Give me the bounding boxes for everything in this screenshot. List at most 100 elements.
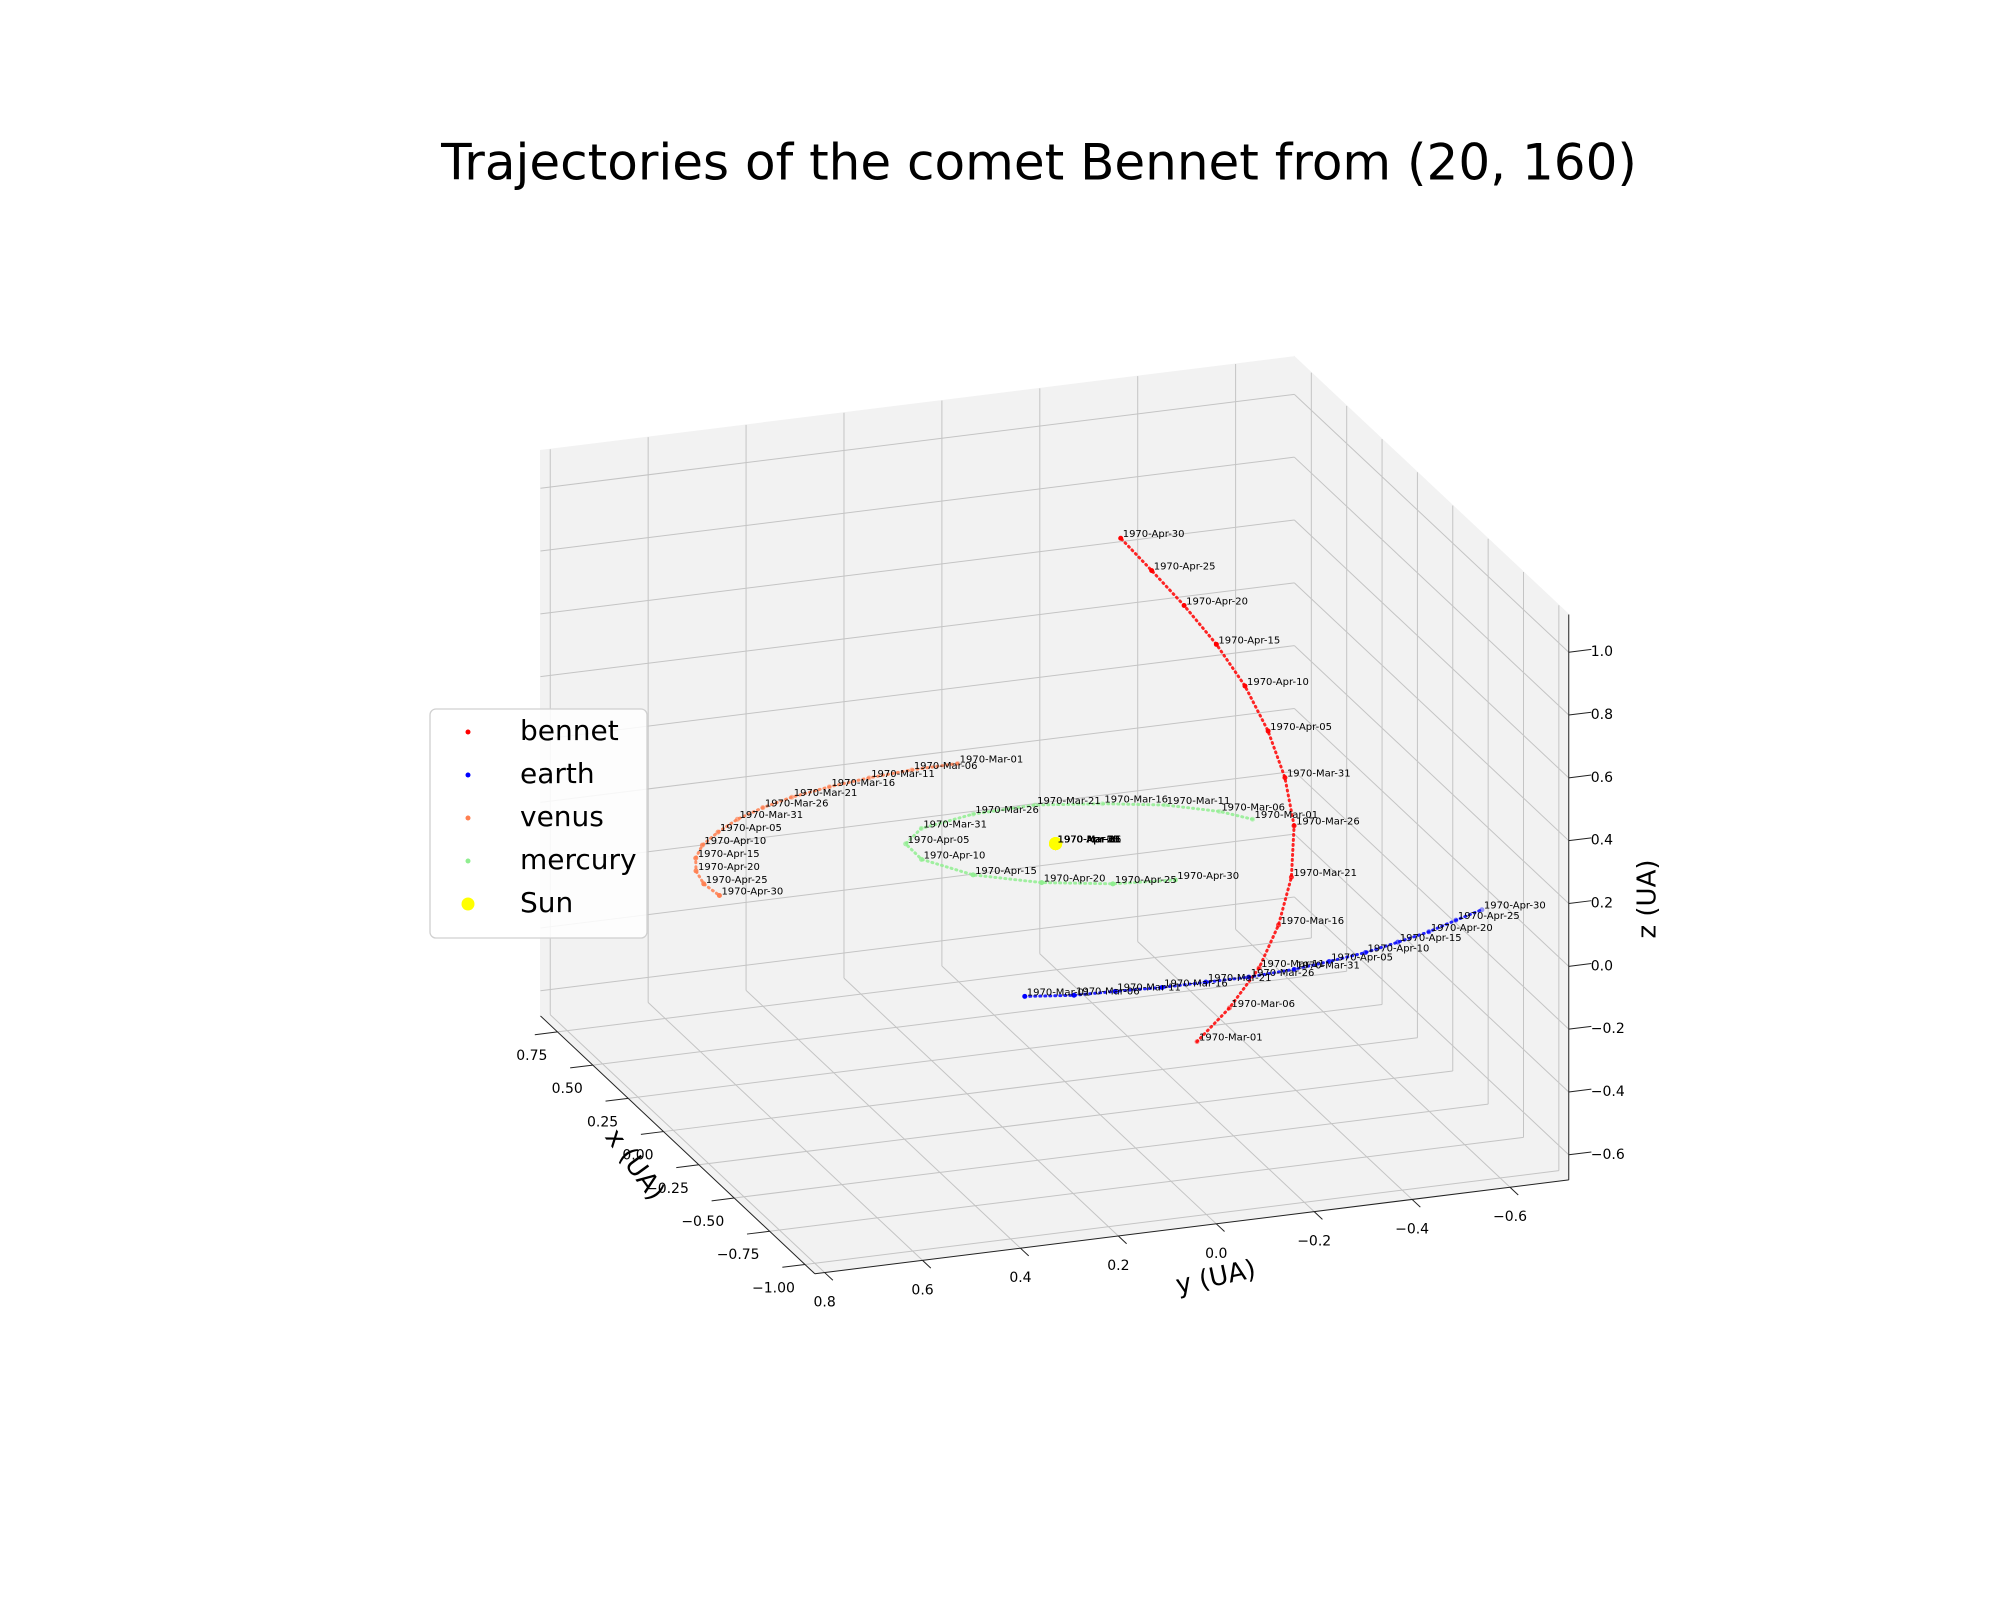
date-label: 1970-Mar-06 [1231,999,1295,1010]
date-label: 1970-Mar-16 [831,778,895,789]
date-label: 1970-Mar-26 [1296,817,1360,828]
date-label: 1970-Apr-05 [720,823,782,834]
date-label: 1970-Mar-06 [914,761,978,772]
z-tick-mark [1568,1151,1592,1156]
y-tick-label: −0.2 [1297,1234,1331,1250]
grid-line [540,770,1295,866]
point [1099,801,1105,807]
point [826,784,832,790]
point [701,881,707,887]
legend-marker [465,858,471,864]
point [955,760,961,766]
point [1032,802,1038,808]
panes [539,355,1570,1275]
point [1479,907,1485,913]
date-label: 1970-Mar-31 [1287,769,1351,780]
date-label: 1970-Mar-16 [1058,835,1122,846]
y-tick-label: 0.4 [1009,1270,1031,1286]
date-label: 1970-Mar-01 [1058,835,1122,846]
point [699,842,705,848]
date-label: 1970-Mar-21 [1037,796,1101,807]
y-axis-label: y (UA) [1173,1254,1258,1300]
date-label: 1970-Apr-25 [1154,562,1216,573]
point [1395,939,1401,945]
point [1326,959,1332,965]
date-label: 1970-Mar-01 [960,754,1024,765]
y-tick-mark [1313,1211,1323,1220]
y-tick-label: 0.0 [1205,1246,1227,1262]
point [1453,917,1459,923]
date-label: 1970-Mar-21 [1058,835,1122,846]
plot-area [693,535,1485,1045]
grid-line [769,1136,1524,1232]
date-label: 1970-Mar-01 [1255,810,1319,821]
date-label: 1970-Apr-30 [1177,871,1239,882]
point [1250,816,1256,822]
z-tick-mark [1568,648,1592,653]
date-label: 1970-Apr-30 [1123,529,1185,540]
z-tick-mark [1568,1088,1592,1093]
date-label: 1970-Apr-10 [704,836,766,847]
y-tick-mark [922,1260,932,1269]
point [1426,929,1432,935]
legend-marker [465,729,471,735]
point [866,775,872,781]
date-label: 1970-Mar-11 [1058,835,1122,846]
grid-line [1294,456,1570,716]
point [1291,823,1297,829]
z-tick-label: 0.6 [1591,770,1613,786]
date-label: 1970-Mar-31 [739,810,803,821]
grid-line [647,1002,923,1261]
point [1275,922,1281,928]
date-label: 1970-Apr-15 [1058,835,1120,846]
date-label: 1970-Apr-20 [1058,835,1120,846]
z-tick-label: 0.4 [1591,833,1613,849]
z-axis-label: z (UA) [1633,859,1663,938]
date-label: 1970-Mar-26 [1058,835,1122,846]
point [693,868,699,874]
x-axis-label: x (UA) [599,1123,671,1206]
x-tick-mark [711,1197,735,1202]
date-label: 1970-Mar-31 [923,819,987,830]
point [1149,568,1155,574]
y-tick-mark [824,1272,834,1281]
grid-line [549,1014,825,1273]
date-label: 1970-Mar-21 [1293,868,1357,879]
point [693,855,699,861]
point [1162,802,1168,808]
y-axis-line [814,1179,1569,1275]
legend-label: bennet [520,714,619,747]
x-tick-label: 0.50 [552,1081,583,1097]
x-tick-label: −0.25 [646,1181,689,1197]
date-label: 1970-Apr-30 [1484,901,1546,912]
grid-line [1235,929,1511,1188]
point [716,892,722,898]
pane [540,356,1295,1017]
legend-label: Sun [520,886,573,919]
date-label: 1970-Apr-30 [1058,835,1120,846]
grid-line [1294,519,1570,779]
date-label: 1970-Mar-01 [1027,987,1091,998]
date-label: 1970-Mar-16 [1164,978,1228,989]
point [1194,1039,1200,1045]
grid-line [540,519,1295,615]
legend-frame [429,708,648,939]
z-tick-mark [1568,963,1592,967]
date-label: 1970-Mar-11 [871,769,935,780]
date-label: 1970-Mar-16 [1280,916,1344,927]
x-tick-label: 0.75 [516,1048,547,1064]
point [1216,808,1222,814]
point [1022,993,1028,999]
legend: bennet earth venus mercury Sun [429,708,648,939]
legend-marker [461,897,475,911]
date-label: 1970-Apr-10 [1247,677,1309,688]
grid-line [1039,953,1315,1212]
legend-marker [465,815,471,821]
point [1181,603,1187,609]
date-label: 1970-Mar-21 [794,788,858,799]
grid-line [734,1103,1489,1199]
chart-title: Trajectories of the comet Bennet from (2… [440,134,1637,192]
date-label: 1970-Mar-26 [975,805,1039,816]
date-label: 1970-Apr-15 [1400,933,1462,944]
